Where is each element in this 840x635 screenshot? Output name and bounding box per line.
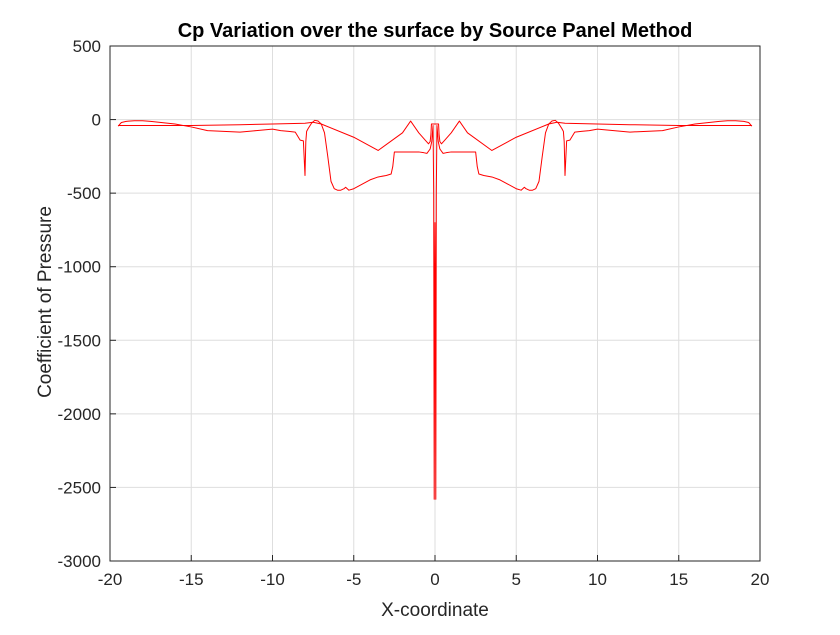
y-tick-label: -3000 [58,552,101,571]
series-group [117,119,753,500]
y-tick-label: -2000 [58,405,101,424]
y-tick-label: -2500 [58,478,101,497]
y-tick-label: -1500 [58,331,101,350]
x-tick-label: 5 [512,570,521,589]
x-tick-label: -20 [98,570,123,589]
x-tick-label: -15 [179,570,204,589]
x-tick-label: 15 [669,570,688,589]
y-tick-label: 0 [92,111,101,130]
x-tick-label: 0 [430,570,439,589]
x-tick-label: -5 [346,570,361,589]
y-tick-label: -500 [67,184,101,203]
y-tick-label: -1000 [58,258,101,277]
x-tick-label: 10 [588,570,607,589]
series-line-1 [117,119,753,500]
x-axis-label: X-coordinate [381,600,489,621]
x-tick-label: -10 [260,570,285,589]
series-line-2 [118,120,752,151]
chart-title: Cp Variation over the surface by Source … [177,20,693,42]
y-axis-label: Coefficient of Pressure [35,206,56,398]
tick-labels: -20 -15 -10 -5 0 5 10 15 20 500 0 -500 -1000 -1500 -20… [58,37,770,589]
y-tick-label: 500 [73,37,101,56]
x-tick-label: 20 [751,570,770,589]
